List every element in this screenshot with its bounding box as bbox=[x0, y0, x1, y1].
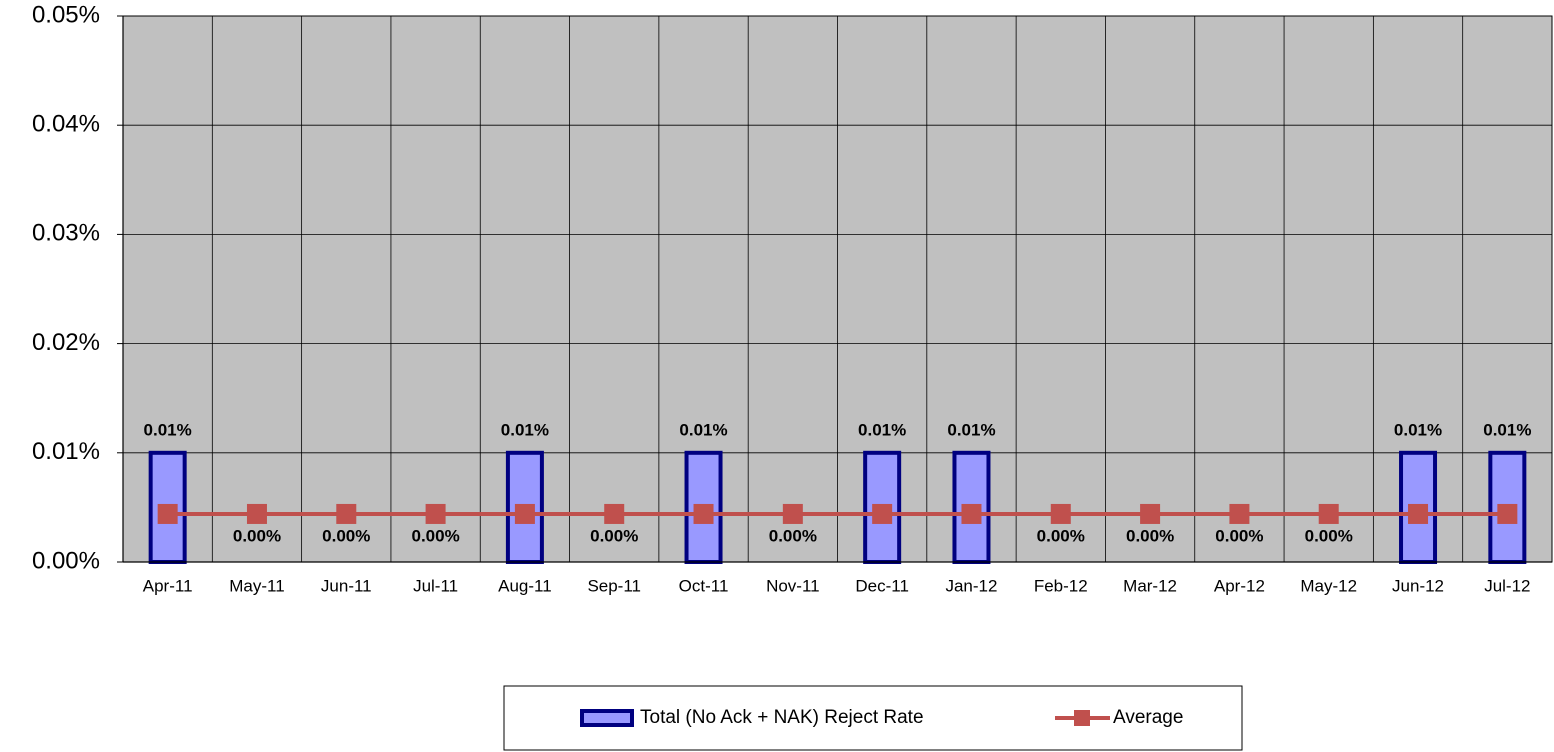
x-tick-label: Oct-11 bbox=[679, 576, 729, 595]
line-marker bbox=[1318, 503, 1339, 524]
x-tick-label: Jul-12 bbox=[1484, 576, 1530, 595]
x-tick-label: Aug-11 bbox=[498, 576, 552, 595]
legend-label: Average bbox=[1113, 707, 1183, 728]
line-marker bbox=[336, 503, 357, 524]
x-tick-label: Jan-12 bbox=[945, 576, 997, 595]
legend-swatch bbox=[1074, 710, 1090, 726]
data-label: 0.00% bbox=[322, 526, 370, 545]
y-tick-label: 0.01% bbox=[32, 438, 100, 465]
data-label: 0.01% bbox=[947, 420, 995, 439]
data-label: 0.01% bbox=[679, 420, 727, 439]
data-label: 0.01% bbox=[858, 420, 906, 439]
x-tick-label: Dec-11 bbox=[855, 576, 909, 595]
x-tick-label: Feb-12 bbox=[1034, 576, 1088, 595]
legend-swatch bbox=[580, 709, 634, 727]
data-label: 0.00% bbox=[1215, 526, 1263, 545]
data-label: 0.01% bbox=[501, 420, 549, 439]
data-label: 0.00% bbox=[1037, 526, 1085, 545]
data-label: 0.00% bbox=[590, 526, 638, 545]
data-label: 0.00% bbox=[1305, 526, 1353, 545]
data-label: 0.00% bbox=[1126, 526, 1174, 545]
x-tick-label: Mar-12 bbox=[1123, 576, 1177, 595]
data-label: 0.01% bbox=[1394, 420, 1442, 439]
line-marker bbox=[1497, 503, 1518, 524]
y-tick-label: 0.03% bbox=[32, 220, 100, 247]
bar bbox=[684, 450, 723, 564]
x-tick-label: Jul-11 bbox=[413, 576, 458, 595]
legend-label: Total (No Ack + NAK) Reject Rate bbox=[640, 707, 924, 728]
x-tick-label: Jun-12 bbox=[1392, 576, 1444, 595]
line-marker bbox=[961, 503, 982, 524]
line-marker bbox=[782, 503, 803, 524]
data-label: 0.01% bbox=[144, 420, 192, 439]
data-label: 0.00% bbox=[769, 526, 817, 545]
x-tick-label: Apr-12 bbox=[1214, 576, 1265, 595]
y-tick-label: 0.04% bbox=[32, 111, 100, 138]
x-tick-label: May-12 bbox=[1300, 576, 1357, 595]
line-marker bbox=[246, 503, 267, 524]
y-tick-label: 0.00% bbox=[32, 547, 100, 574]
line-marker bbox=[514, 503, 535, 524]
x-tick-label: Jun-11 bbox=[321, 576, 372, 595]
line-marker bbox=[1229, 503, 1250, 524]
x-tick-label: May-11 bbox=[229, 576, 284, 595]
x-tick-label: Apr-11 bbox=[143, 576, 193, 595]
line-marker bbox=[1050, 503, 1071, 524]
x-tick-label: Sep-11 bbox=[587, 576, 641, 595]
data-label: 0.00% bbox=[411, 526, 459, 545]
y-tick-label: 0.05% bbox=[32, 1, 100, 28]
data-label: 0.01% bbox=[1483, 420, 1531, 439]
y-tick-label: 0.02% bbox=[32, 329, 100, 356]
bar bbox=[952, 450, 991, 564]
line-marker bbox=[1408, 503, 1429, 524]
x-tick-label: Nov-11 bbox=[766, 576, 820, 595]
data-label: 0.00% bbox=[233, 526, 281, 545]
line-marker bbox=[425, 503, 446, 524]
line-marker bbox=[872, 503, 893, 524]
line-marker bbox=[604, 503, 625, 524]
line-marker bbox=[1140, 503, 1161, 524]
line-marker bbox=[157, 503, 178, 524]
line-marker bbox=[693, 503, 714, 524]
